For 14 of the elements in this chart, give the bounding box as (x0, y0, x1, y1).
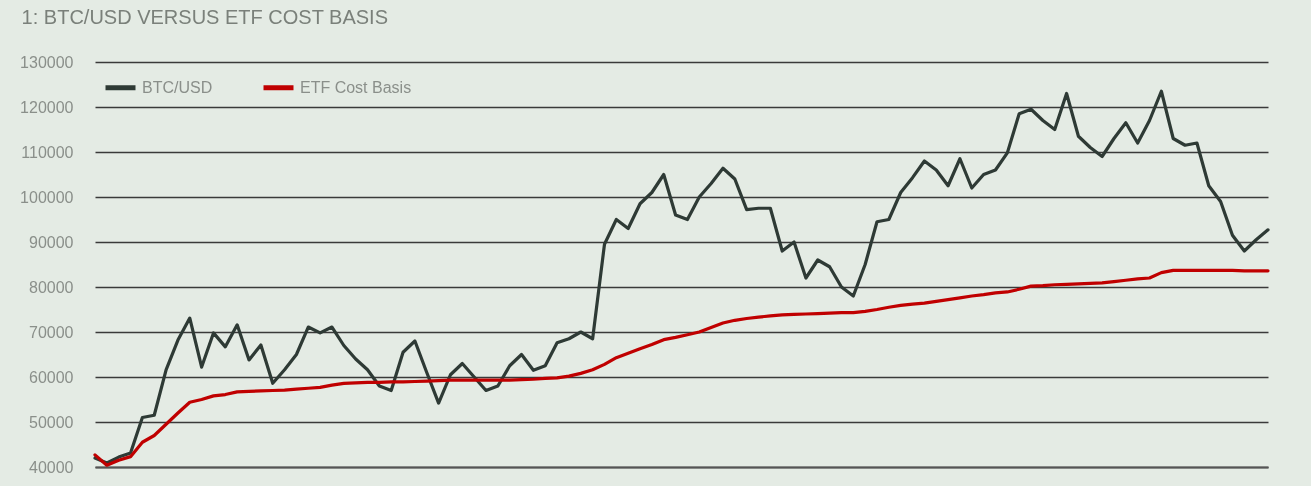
y-tick-label: 100000 (20, 188, 74, 206)
y-tick-label: 130000 (20, 53, 74, 71)
y-tick-label: 120000 (20, 98, 74, 116)
y-tick-label: 110000 (21, 143, 74, 161)
y-tick-label: 70000 (29, 323, 74, 341)
legend-label: ETF Cost Basis (300, 78, 412, 96)
legend-label: BTC/USD (142, 78, 213, 96)
y-tick-label: 50000 (29, 413, 74, 431)
y-tick-label: 40000 (29, 458, 74, 476)
y-tick-label: 90000 (29, 233, 74, 251)
line-series (93, 268, 1270, 467)
chart-title: 1: BTC/USD VERSUS ETF COST BASIS (21, 6, 388, 28)
y-tick-label: 60000 (29, 368, 74, 386)
y-tick-label: 80000 (29, 278, 74, 296)
